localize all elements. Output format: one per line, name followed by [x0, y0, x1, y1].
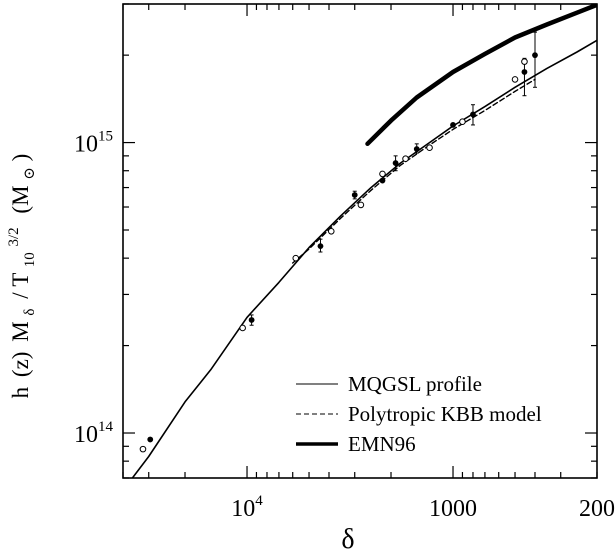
- legend: MQGSL profile Polytropic KBB model EMN96: [296, 372, 542, 456]
- data-point-filled: [379, 177, 386, 184]
- data-point-filled: [413, 146, 420, 152]
- data-point-open: [292, 254, 300, 262]
- data-point-filled: [450, 122, 456, 128]
- data-point-open: [521, 58, 528, 65]
- legend-label-kbb: Polytropic KBB model: [348, 402, 542, 426]
- data-point-open: [511, 76, 519, 83]
- legend-label-emn96: EMN96: [348, 432, 416, 456]
- series-layer: [131, 4, 597, 478]
- y-label-T: T: [8, 273, 33, 287]
- x-tick-label: 104: [231, 493, 263, 522]
- tick-layer: 1014 1015 104 1000 200: [74, 3, 615, 522]
- x-tick-label: 200: [579, 496, 615, 522]
- marker-layer: [139, 31, 538, 453]
- x-axis-title: δ: [341, 524, 354, 551]
- y-tick-label: 1014: [74, 419, 114, 448]
- series-line-0: [131, 39, 597, 478]
- data-point-open: [139, 445, 147, 453]
- y-label-delta-sub: δ: [22, 309, 38, 316]
- data-point-filled: [317, 243, 324, 250]
- series-line-2: [365, 4, 597, 147]
- y-label-T-sup: 3/2: [6, 227, 22, 246]
- plot-frame: [122, 3, 598, 479]
- y-label-unit-sub: ⊙: [22, 167, 38, 180]
- data-point-filled: [351, 192, 358, 198]
- data-point-open: [357, 201, 365, 209]
- data-point-open: [239, 324, 246, 332]
- data-point-open: [426, 144, 433, 152]
- data-point-filled: [392, 160, 399, 166]
- y-tick-label: 1015: [74, 129, 113, 158]
- y-label-slash: /: [8, 292, 33, 299]
- y-axis-title: h (z) M δ / T 10 3/2 (M ⊙ ): [0, 154, 39, 399]
- x-tick-label: 1000: [429, 496, 477, 522]
- y-label-M: M: [8, 321, 33, 341]
- y-label-unit-close: ): [8, 154, 33, 162]
- y-label-z: (z): [8, 352, 33, 378]
- data-point-filled: [248, 317, 255, 323]
- data-point-open: [327, 227, 335, 235]
- data-point-open: [459, 118, 466, 125]
- y-label-T-sub: 10: [22, 252, 38, 267]
- y-label-h: h: [8, 386, 33, 398]
- series-line-1: [292, 78, 536, 264]
- data-point-filled: [470, 111, 476, 118]
- data-point-filled: [532, 52, 538, 59]
- y-label-unit-open: (M: [8, 185, 33, 213]
- data-point-open: [402, 155, 409, 162]
- legend-label-mqgsl: MQGSL profile: [348, 372, 482, 396]
- data-point-filled: [521, 69, 528, 75]
- svg-text:h (z) M δ: h (z) M δ / T 10 3/2 (M ⊙ ): [0, 154, 39, 399]
- data-point-open: [379, 170, 386, 178]
- data-point-filled: [147, 436, 154, 443]
